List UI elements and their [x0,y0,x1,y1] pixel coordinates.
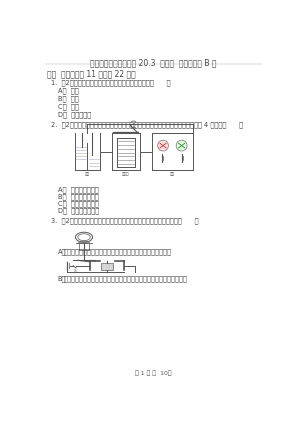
Text: D．  电磁起重机: D． 电磁起重机 [58,111,91,117]
Text: 2.  （2分）如图所示是一种水位自动调整器的原理示意图，当水位升高到金属触点 4 接触时（      ）: 2. （2分）如图所示是一种水位自动调整器的原理示意图，当水位升高到金属触点 4… [52,121,244,128]
Text: D．  红灯灭，绿灯灭: D． 红灯灭，绿灯灭 [58,207,99,214]
Text: 电磁铁: 电磁铁 [122,172,130,176]
Text: 第 1 页 共  10页: 第 1 页 共 10页 [135,371,172,376]
Text: 一、  单选题（共 11 题；共 22 分）: 一、 单选题（共 11 题；共 22 分） [47,70,136,78]
Text: 初中物理九年级上学期 20.3  电磁铁  电磁继电器 B 卷: 初中物理九年级上学期 20.3 电磁铁 电磁继电器 B 卷 [91,59,217,67]
Text: A．  电话: A． 电话 [58,88,78,95]
Text: S: S [74,269,77,273]
Text: A．  红灯亮，绿灯灭: A． 红灯亮，绿灯灭 [58,187,98,193]
Circle shape [176,140,187,151]
Text: B．  电炉: B． 电炉 [58,95,78,102]
Text: 水箱: 水箱 [85,172,90,176]
Text: 图像证明通电导体周围有磁场，这个现象是法拉第首先发现的: 图像证明通电导体周围有磁场，这个现象是法拉第首先发现的 [64,248,172,254]
Text: B．  红灯灭，绿灯亮: B． 红灯灭，绿灯亮 [58,193,98,200]
Text: 3.  （2分）如图是研究电磁现象的四个实验装置，相关说法正确的是（      ）: 3. （2分）如图是研究电磁现象的四个实验装置，相关说法正确的是（ ） [52,217,199,224]
Bar [101,262,113,271]
Text: B．: B． [58,275,66,282]
Text: 1.  （2分）下列用电器中，不属于电磁铁的应用的是（      ）: 1. （2分）下列用电器中，不属于电磁铁的应用的是（ ） [52,79,171,86]
Text: A．: A． [58,248,66,254]
Circle shape [158,140,169,151]
Text: 电源: 电源 [170,172,175,176]
Text: 图中开关闭合，磁场中的导体将会受力运动，这过程机械能转化为电能: 图中开关闭合，磁场中的导体将会受力运动，这过程机械能转化为电能 [64,275,188,282]
Text: C．  电铃: C． 电铃 [58,103,79,110]
Text: C．  红灯亮，绿灯亮: C． 红灯亮，绿灯亮 [58,200,98,207]
